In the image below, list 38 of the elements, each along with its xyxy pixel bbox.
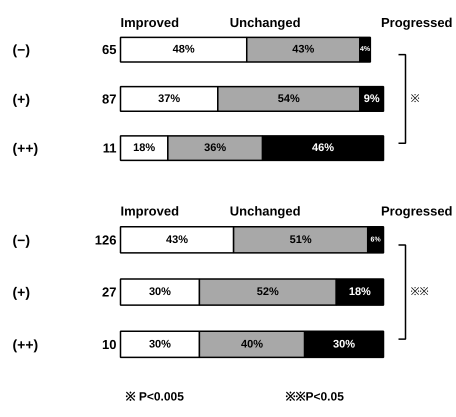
data-label: 18% <box>133 142 156 154</box>
data-label: 48% <box>172 44 195 56</box>
text: 126 <box>94 232 117 248</box>
series-label: Progressed <box>380 204 453 219</box>
data-label: 51% <box>290 234 312 246</box>
text: 27 <box>102 284 117 300</box>
data-label: 36% <box>204 142 226 154</box>
text: 87 <box>102 91 117 106</box>
series-label: Unchanged <box>230 204 301 219</box>
y-tick-label: (+) <box>12 284 30 300</box>
text: 65 <box>102 42 117 58</box>
data-label: 43% <box>166 234 188 246</box>
y-tick-label: (++) <box>12 336 38 352</box>
data-label: 54% <box>278 92 300 105</box>
text: 11 <box>102 140 117 156</box>
data-label: 9% <box>364 92 380 105</box>
text: 10 <box>102 336 117 352</box>
text: ※※ <box>410 286 428 298</box>
data-label: 30% <box>148 286 172 298</box>
y-tick-label: (−) <box>12 232 30 248</box>
data-label: 43% <box>292 44 315 56</box>
series-label: Progressed <box>380 15 453 30</box>
data-label: 18% <box>348 286 372 298</box>
series-label: Improved <box>120 204 180 219</box>
data-label: 37% <box>158 92 180 105</box>
y-tick-label: (++) <box>12 140 38 156</box>
y-tick-label: (−) <box>12 42 30 58</box>
data-label: 30% <box>148 338 172 350</box>
data-label: 40% <box>240 338 264 350</box>
series-label: Unchanged <box>230 15 301 30</box>
data-label: 52% <box>256 286 280 298</box>
text: ※※P<0.05 <box>286 389 344 404</box>
series-label: Improved <box>120 15 180 30</box>
data-label: 30% <box>333 338 356 350</box>
y-tick-label: (+) <box>12 90 30 107</box>
text: ※ <box>410 92 420 105</box>
data-label: 46% <box>312 142 334 154</box>
text: ※ P<0.005 <box>126 389 184 404</box>
